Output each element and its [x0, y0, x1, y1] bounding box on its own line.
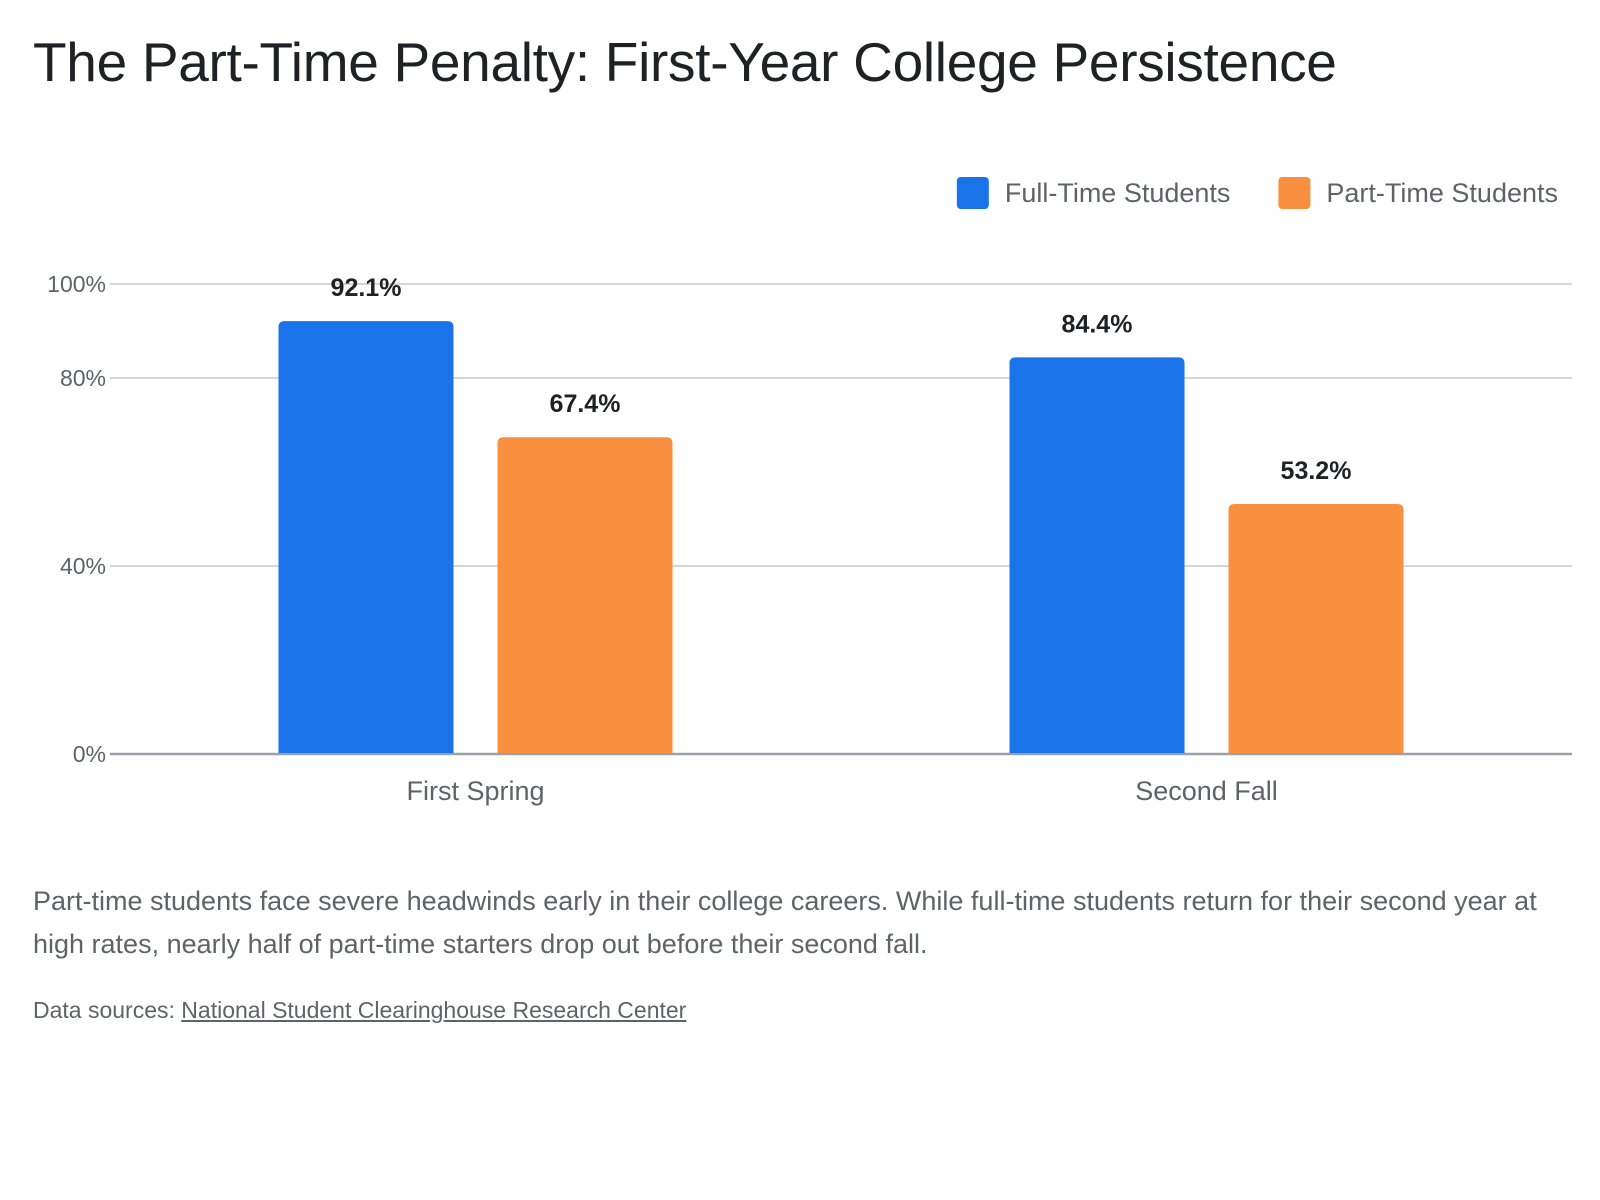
x-tick-label: First Spring: [406, 776, 544, 806]
chart-legend: Full-Time Students Part-Time Students: [956, 177, 1558, 209]
data-label: 84.4%: [1062, 310, 1133, 338]
data-label: 53.2%: [1281, 457, 1352, 485]
bar-part-time-studentscategory-2: [1228, 503, 1404, 753]
bar-chart: Full-Time Students Part-Time Students 0% 4…: [47, 177, 1572, 806]
y-tick-label: 0%: [73, 741, 106, 767]
legend-label: Full-Time Students: [1005, 178, 1231, 208]
y-tick-label: 80%: [60, 365, 106, 391]
bar-full-time-studentscategory-1: [278, 321, 454, 753]
legend-label: Part-Time Students: [1326, 178, 1558, 208]
y-axis-ticks: 0% 40% 80% 100%: [47, 271, 106, 767]
source-prefix: Data sources:: [33, 997, 182, 1023]
legend-swatch: [1278, 177, 1311, 209]
source-link[interactable]: National Student Clearinghouse Research …: [181, 997, 687, 1023]
bar-full-time-studentscategory-2: [1009, 357, 1185, 753]
y-tick-label: 100%: [47, 271, 106, 297]
chart-bars: [278, 321, 1404, 753]
chart-title: The Part-Time Penalty: First-Year Colleg…: [33, 31, 1337, 93]
legend-item-full-time-students[interactable]: Full-Time Students: [956, 177, 1231, 209]
bar-part-time-studentscategory-1: [497, 437, 673, 753]
legend-swatch: [956, 177, 989, 209]
data-labels: 92.1% 67.4% 84.4% 53.2%: [331, 274, 1352, 485]
legend-item-part-time-students[interactable]: Part-Time Students: [1278, 177, 1558, 209]
x-tick-label: Second Fall: [1135, 776, 1278, 806]
data-source: Data sources: National Student Clearingh…: [33, 997, 686, 1024]
chart-description: Part-time students face severe headwinds…: [33, 886, 1537, 959]
x-axis-ticks: First Spring Second Fall: [406, 776, 1277, 806]
y-tick-label: 40%: [60, 553, 106, 579]
data-label: 92.1%: [331, 274, 402, 302]
data-label: 67.4%: [550, 390, 621, 418]
